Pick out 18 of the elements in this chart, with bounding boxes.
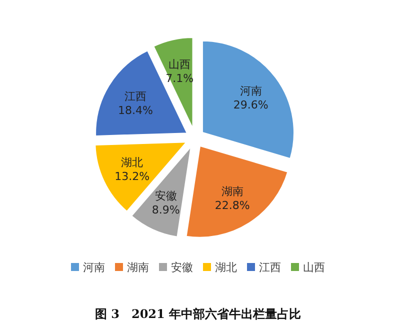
legend-label: 江西 xyxy=(259,261,281,274)
data-label: 13.2% xyxy=(114,170,150,184)
slice-label: 湖南 xyxy=(221,184,244,198)
data-label: 22.8% xyxy=(214,198,250,212)
slice-label: 安徽 xyxy=(154,189,177,202)
text: 图 3 2021 年中部六省牛出栏量占比 xyxy=(94,307,302,321)
legend-label: 安徽 xyxy=(171,261,193,274)
legend-label: 河南 xyxy=(83,261,105,274)
slice-label: 湖北 xyxy=(121,156,144,170)
slice-label: 山西 xyxy=(168,58,191,72)
slice-label: 河南 xyxy=(240,84,262,98)
data-label: 8.9% xyxy=(152,203,180,216)
legend-label: 湖南 xyxy=(127,261,149,274)
data-label: 18.4% xyxy=(118,104,153,117)
data-label: 29.6% xyxy=(233,98,268,112)
slice-label: 江西 xyxy=(124,90,146,103)
legend-label: 湖北 xyxy=(215,261,237,274)
legend-label: 山西 xyxy=(303,261,325,274)
